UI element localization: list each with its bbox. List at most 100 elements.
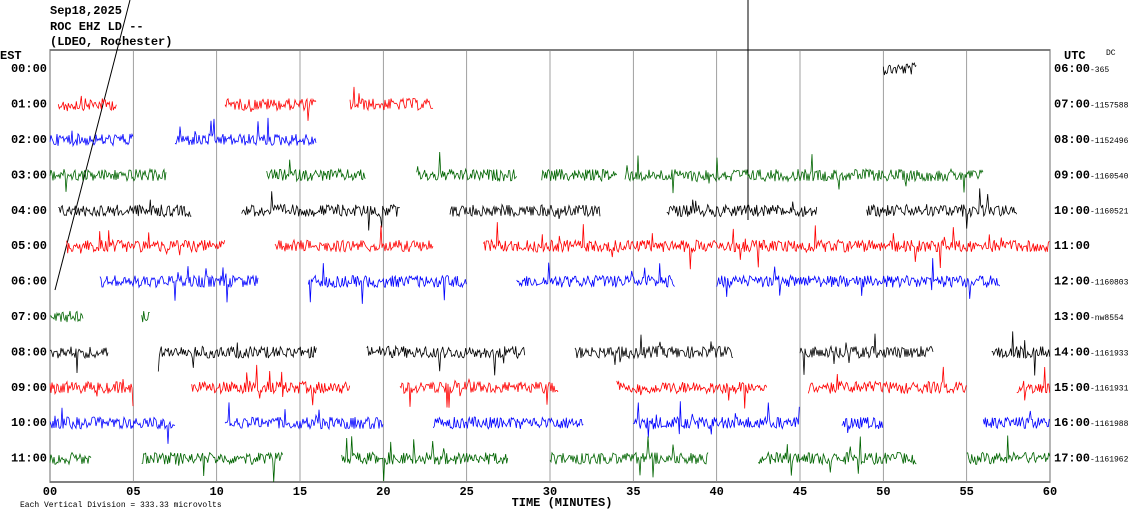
x-tick-label: 50 xyxy=(876,485,890,499)
trace-segment xyxy=(366,344,526,376)
utc-label: 10:00 xyxy=(1054,204,1090,218)
location: (LDEO, Rochester) xyxy=(50,35,172,49)
dc-value: -1160521 xyxy=(1090,208,1129,217)
trace-segment xyxy=(49,378,134,407)
trace-segment xyxy=(432,416,584,430)
trace-segment xyxy=(66,230,226,256)
dc-value: -1160803 xyxy=(1090,279,1129,288)
trace-segment xyxy=(449,203,601,219)
x-tick-label: 05 xyxy=(126,485,140,499)
x-tick-label: 45 xyxy=(793,485,807,499)
est-label: EST xyxy=(0,49,22,63)
trace-segment xyxy=(574,334,734,365)
est-label: 07:00 xyxy=(11,310,47,324)
est-label: 06:00 xyxy=(11,275,47,289)
x-tick-label: 40 xyxy=(709,485,723,499)
trace-segment xyxy=(57,95,117,112)
trace-segment xyxy=(716,258,1001,299)
x-tick-label: 55 xyxy=(959,485,973,499)
dc-value: -1157588 xyxy=(1090,102,1129,111)
est-label: 03:00 xyxy=(11,168,47,182)
trace-segment xyxy=(991,331,1051,376)
trace-segment xyxy=(982,410,1050,430)
dc-value: -1161931 xyxy=(1090,385,1129,394)
utc-label: 12:00 xyxy=(1054,275,1090,289)
est-label: 09:00 xyxy=(11,381,47,395)
trace-segment xyxy=(807,366,967,395)
utc-label: UTC xyxy=(1064,49,1086,63)
trace-segment xyxy=(49,167,167,192)
utc-label: 16:00 xyxy=(1054,416,1090,430)
trace-segment xyxy=(841,416,884,434)
date: Sep18,2025 xyxy=(50,4,122,18)
x-tick-label: 60 xyxy=(1043,485,1057,499)
est-label: 00:00 xyxy=(11,62,47,76)
dc-value: -1161933 xyxy=(1090,349,1129,358)
trace-segment xyxy=(541,168,618,183)
x-axis-label: TIME (MINUTES) xyxy=(512,496,613,510)
decor-line xyxy=(54,0,131,291)
trace-segment xyxy=(549,436,709,478)
x-tick-label: 20 xyxy=(376,485,390,499)
utc-label: 07:00 xyxy=(1054,98,1090,112)
dc-value: -1160540 xyxy=(1090,172,1129,181)
trace-segment xyxy=(516,262,675,288)
utc-label: 14:00 xyxy=(1054,345,1090,359)
est-label: 05:00 xyxy=(11,239,47,253)
trace-segment xyxy=(58,199,192,218)
trace-segment xyxy=(141,311,150,323)
trace-segment xyxy=(307,263,467,304)
dc-value: -nw8554 xyxy=(1090,314,1124,323)
dc-value: -1161988 xyxy=(1090,420,1129,429)
trace-segment xyxy=(758,436,917,476)
est-label: 11:00 xyxy=(11,452,47,466)
dc-value: -365 xyxy=(1090,66,1109,75)
station: ROC EHZ LD -- xyxy=(50,20,144,34)
trace-segment xyxy=(266,159,366,183)
trace-segment xyxy=(799,333,934,375)
trace-segment xyxy=(157,342,317,372)
utc-label: 08:00 xyxy=(1054,133,1090,147)
utc-label: 13:00 xyxy=(1054,310,1090,324)
trace-segment xyxy=(882,62,917,76)
x-tick-label: 10 xyxy=(209,485,223,499)
dc-value: -1161962 xyxy=(1090,456,1129,465)
utc-label: 11:00 xyxy=(1054,239,1090,253)
utc-label: 09:00 xyxy=(1054,168,1090,182)
trace-segment xyxy=(49,407,176,444)
est-label: 01:00 xyxy=(11,98,47,112)
trace-segment xyxy=(1016,366,1051,401)
utc-label: 17:00 xyxy=(1054,452,1090,466)
trace-segment xyxy=(666,199,818,218)
dc-label: DC xyxy=(1106,49,1116,58)
trace-segment xyxy=(633,401,800,438)
utc-label: 06:00 xyxy=(1054,62,1090,76)
trace-segment xyxy=(482,222,1050,270)
trace-segment xyxy=(341,436,509,482)
trace-segment xyxy=(49,346,109,374)
trace-segment xyxy=(274,225,434,253)
trace-segment xyxy=(174,117,317,147)
trace-segment xyxy=(966,435,1051,465)
est-label: 04:00 xyxy=(11,204,47,218)
trace-segment xyxy=(99,266,259,303)
est-label: 02:00 xyxy=(11,133,47,147)
trace-segment xyxy=(224,402,384,431)
utc-label: 15:00 xyxy=(1054,381,1090,395)
trace-segment xyxy=(49,310,84,323)
x-tick-label: 35 xyxy=(626,485,640,499)
trace-segment xyxy=(416,151,518,183)
trace-segment xyxy=(49,130,134,148)
trace-segment xyxy=(241,191,400,231)
trace-segment xyxy=(141,451,284,482)
est-label: 08:00 xyxy=(11,345,47,359)
est-label: 10:00 xyxy=(11,416,47,430)
trace-segment xyxy=(349,86,434,112)
trace-segment xyxy=(624,154,984,194)
trace-segment xyxy=(191,364,351,406)
trace-segment xyxy=(616,380,768,409)
x-tick-label: 00 xyxy=(43,485,57,499)
trace-segment xyxy=(399,377,559,408)
